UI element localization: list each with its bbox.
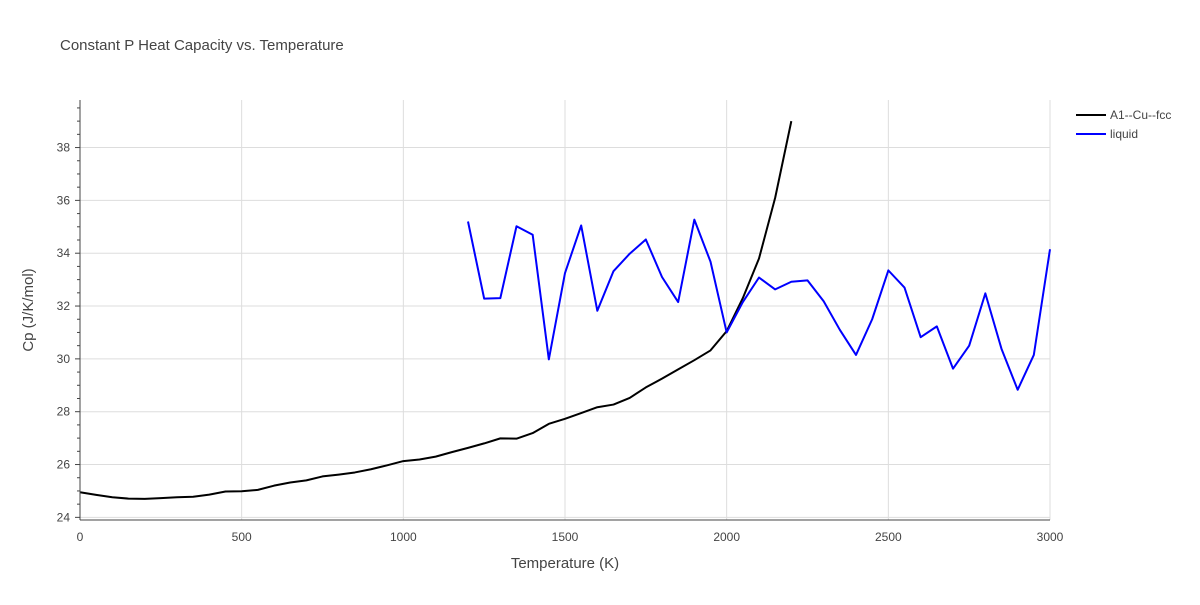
x-tick-label: 3000 [1037, 530, 1064, 544]
y-tick-label: 34 [57, 246, 71, 260]
x-tick-label: 1500 [552, 530, 579, 544]
x-tick-label: 2000 [713, 530, 740, 544]
series-line-a1-cu-fcc [79, 120, 793, 500]
x-tick-label: 2500 [875, 530, 902, 544]
y-tick-label: 24 [57, 510, 71, 524]
y-axis-title: Cp (J/K/mol) [20, 268, 37, 351]
y-tick-label: 38 [57, 141, 71, 155]
y-tick-label: 36 [57, 193, 71, 207]
grid-layer [80, 100, 1051, 520]
legend: A1--Cu--fcc liquid [1076, 108, 1171, 141]
y-tick-label: 26 [57, 458, 71, 472]
y-tick-label: 28 [57, 405, 71, 419]
x-tick-label: 0 [77, 530, 84, 544]
x-tick-label: 500 [232, 530, 252, 544]
x-axis-title: Temperature (K) [511, 555, 619, 572]
legend-label-liquid: liquid [1110, 127, 1138, 141]
y-tick-label: 30 [57, 352, 71, 366]
series-layer [79, 120, 1051, 500]
legend-label-a1-cu-fcc: A1--Cu--fcc [1110, 108, 1171, 122]
axis-layer: 0 500 1000 1500 2000 2500 3000 24 26 28 30 32 34 36 38 [57, 100, 1064, 544]
series-line-liquid [467, 218, 1051, 391]
chart-title: Constant P Heat Capacity vs. Temperature [60, 37, 344, 54]
x-tick-label: 1000 [390, 530, 417, 544]
y-tick-label: 32 [57, 299, 71, 313]
